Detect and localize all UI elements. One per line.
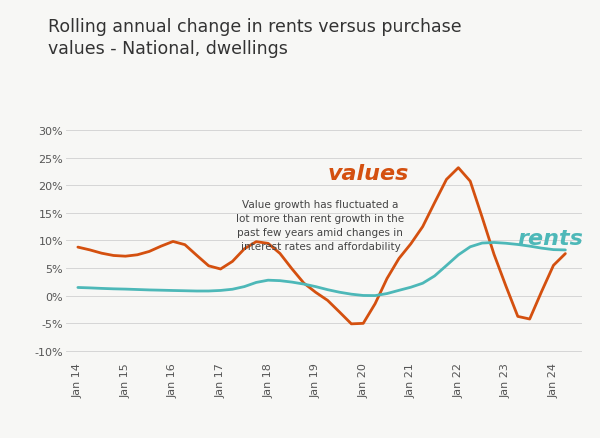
Text: rents: rents: [518, 228, 584, 248]
Text: Value growth has fluctuated a
lot more than rent growth in the
past few years am: Value growth has fluctuated a lot more t…: [236, 200, 404, 251]
Text: Rolling annual change in rents versus purchase
values - National, dwellings: Rolling annual change in rents versus pu…: [48, 18, 461, 58]
Text: values: values: [328, 163, 409, 183]
